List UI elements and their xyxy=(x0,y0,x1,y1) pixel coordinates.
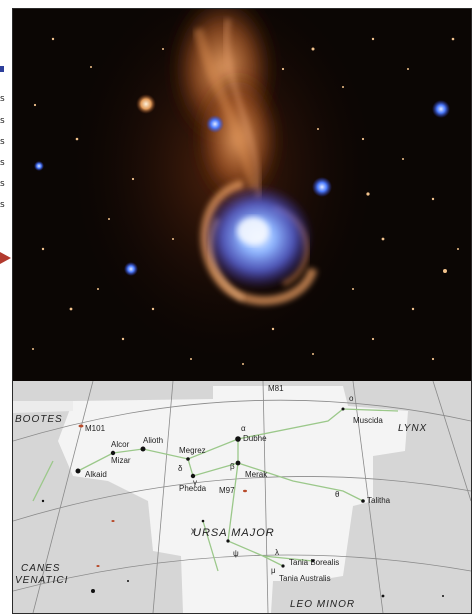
label-lynx: LYNX xyxy=(398,423,427,434)
figure-frame: BOOTES M81 M101 Alcor Mizar Alkaid Aliot… xyxy=(12,8,472,614)
label-tania-borealis: Tania Borealis xyxy=(289,558,339,567)
label-m101: M101 xyxy=(85,424,106,433)
greek-theta: θ xyxy=(335,490,340,499)
margin-letter: s xyxy=(0,158,5,168)
label-phecda: Phecda xyxy=(179,484,207,493)
field-stars xyxy=(32,37,459,365)
margin-letter: s xyxy=(0,137,5,147)
margin-letter: s xyxy=(0,94,5,104)
label-talitha: Talitha xyxy=(367,496,391,505)
label-bootes: BOOTES xyxy=(15,414,63,425)
label-megrez: Megrez xyxy=(179,446,206,455)
label-alkaid: Alkaid xyxy=(85,470,107,479)
greek-alpha: α xyxy=(241,424,246,433)
label-m81: M81 xyxy=(268,384,284,393)
galaxy-image xyxy=(13,9,471,381)
label-canes-line2: VENATICI xyxy=(15,575,68,586)
pointer-arrow-icon xyxy=(0,252,11,264)
star-chart: BOOTES M81 M101 Alcor Mizar Alkaid Aliot… xyxy=(13,380,471,613)
label-muscida: Muscida xyxy=(353,416,383,425)
label-mizar: Mizar xyxy=(111,456,131,465)
star-chart-svg: BOOTES M81 M101 Alcor Mizar Alkaid Aliot… xyxy=(13,380,471,613)
label-canes-line1: CANES xyxy=(21,563,60,574)
margin-letter: s xyxy=(0,200,5,210)
greek-chi: χ xyxy=(191,526,196,535)
label-tania-australis: Tania Australis xyxy=(279,574,331,583)
label-m97: M97 xyxy=(219,486,235,495)
margin-letter: s xyxy=(0,179,5,189)
label-alioth: Alioth xyxy=(143,436,163,445)
label-merak: Merak xyxy=(245,470,268,479)
label-alcor: Alcor xyxy=(111,440,130,449)
margin-letter: s xyxy=(0,116,5,126)
deep-sky-markers xyxy=(78,424,247,567)
greek-gamma: γ xyxy=(193,478,197,487)
margin-marker xyxy=(0,66,4,72)
map-stars xyxy=(41,407,444,598)
greek-lambda: λ xyxy=(275,548,279,557)
greek-omicron: ο xyxy=(349,394,354,403)
galaxy-photo xyxy=(13,9,471,381)
coordinate-grid xyxy=(13,380,471,613)
greek-delta: δ xyxy=(178,464,183,473)
label-dubhe: Dubhe xyxy=(243,434,267,443)
left-margin: s s s s s s xyxy=(0,0,12,615)
greek-mu: μ xyxy=(271,566,276,575)
label-leo-minor: LEO MINOR xyxy=(290,599,355,610)
greek-psi: ψ xyxy=(233,549,239,558)
label-ursa-major: URSA MAJOR xyxy=(193,527,275,539)
greek-beta: β xyxy=(230,462,235,471)
